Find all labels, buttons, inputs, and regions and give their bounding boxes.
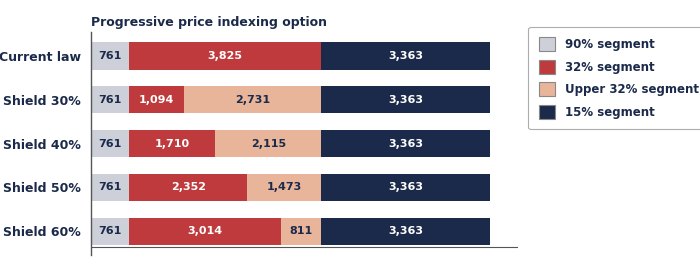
Bar <box>130 174 247 201</box>
Bar <box>321 43 490 70</box>
Text: 3,363: 3,363 <box>389 139 424 149</box>
Bar <box>321 174 490 201</box>
Bar <box>130 130 215 157</box>
Bar <box>130 86 184 113</box>
Bar <box>130 218 281 245</box>
Text: 761: 761 <box>99 95 122 105</box>
Text: 3,363: 3,363 <box>389 226 424 236</box>
Text: 1,094: 1,094 <box>139 95 174 105</box>
Bar <box>247 174 321 201</box>
Text: 3,014: 3,014 <box>188 226 223 236</box>
Bar <box>91 130 130 157</box>
Bar <box>91 174 130 201</box>
Bar <box>130 43 321 70</box>
Bar <box>215 130 321 157</box>
Text: 2,352: 2,352 <box>171 182 206 193</box>
Text: 761: 761 <box>99 51 122 61</box>
Bar <box>91 86 130 113</box>
Text: 2,731: 2,731 <box>235 95 270 105</box>
Text: 2,115: 2,115 <box>251 139 286 149</box>
Bar <box>184 86 321 113</box>
Text: 3,363: 3,363 <box>389 182 424 193</box>
Bar <box>91 43 130 70</box>
Text: 761: 761 <box>99 139 122 149</box>
Text: 3,363: 3,363 <box>389 95 424 105</box>
Legend: 90% segment, 32% segment, Upper 32% segment, 15% segment: 90% segment, 32% segment, Upper 32% segm… <box>528 27 700 130</box>
Text: 761: 761 <box>99 182 122 193</box>
Text: 3,825: 3,825 <box>208 51 243 61</box>
Text: 1,710: 1,710 <box>155 139 190 149</box>
Bar <box>321 130 490 157</box>
Text: 811: 811 <box>289 226 313 236</box>
Text: 3,363: 3,363 <box>389 51 424 61</box>
Bar <box>91 218 130 245</box>
Bar <box>321 218 490 245</box>
Bar <box>281 218 321 245</box>
Text: 1,473: 1,473 <box>267 182 302 193</box>
Bar <box>321 86 490 113</box>
Text: 761: 761 <box>99 226 122 236</box>
Text: Progressive price indexing option: Progressive price indexing option <box>91 16 327 29</box>
